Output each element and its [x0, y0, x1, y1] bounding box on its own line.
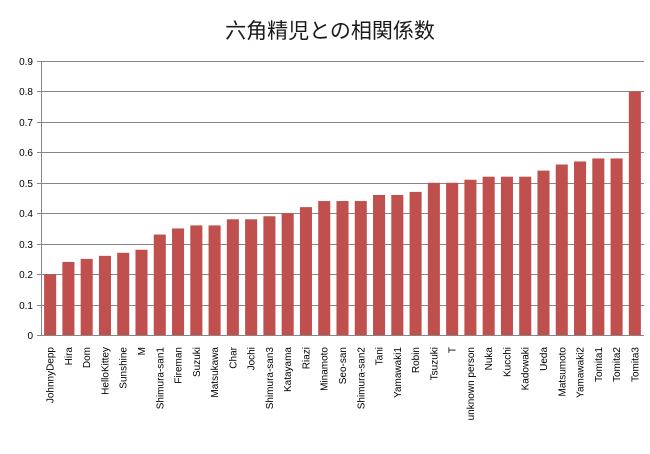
x-category-label: Char [228, 346, 239, 368]
bar [245, 219, 258, 335]
x-category-label: Katayama [283, 347, 294, 392]
bars [44, 91, 641, 335]
bar [574, 161, 587, 335]
x-category-label: Dom [82, 347, 93, 368]
bar [628, 91, 641, 335]
x-category-label: unknown person [466, 347, 477, 420]
x-category-label: Tomita3 [630, 347, 641, 382]
bar [135, 249, 148, 335]
x-category-label: Yamawaki2 [576, 347, 587, 398]
x-category-label: Yamawaki1 [393, 347, 404, 398]
bar [336, 201, 349, 335]
chart-title: 六角精児との相関係数 [225, 19, 435, 43]
x-category-label: Kadowaki [521, 347, 532, 390]
y-tick-label: 0.5 [19, 179, 33, 190]
bar [208, 225, 221, 335]
x-category-label: Jochi [247, 347, 258, 370]
bar [500, 176, 513, 335]
bar [117, 252, 130, 335]
bar [281, 213, 294, 335]
bar [318, 201, 331, 335]
axes [37, 61, 644, 336]
x-category-label: Kucchi [502, 347, 513, 377]
x-category-label: Riazi [301, 347, 312, 369]
bar [592, 158, 605, 335]
x-category-label: Tomita2 [612, 347, 623, 382]
y-tick-label: 0 [27, 331, 33, 342]
x-category-label: Ueda [539, 347, 550, 371]
bar [610, 158, 623, 335]
x-category-label: Shimura-san1 [155, 347, 166, 410]
y-tick-label: 0.7 [19, 118, 33, 129]
bar [482, 176, 495, 335]
x-category-label: Tomita1 [594, 347, 605, 382]
bar [537, 170, 550, 335]
bar [446, 182, 459, 335]
x-category-label: Hira [64, 347, 75, 366]
bar [62, 261, 75, 335]
bar [80, 258, 93, 335]
x-category-label: Matsumoto [557, 347, 568, 397]
y-tick-labels: 0 0.1 0.2 0.3 0.4 0.5 0.6 0.7 0.8 0.9 [19, 57, 33, 342]
y-tick-label: 0.3 [19, 240, 33, 251]
x-category-label: Seo-san [338, 347, 349, 384]
bar [464, 179, 477, 335]
x-category-label: Minamoto [320, 347, 331, 391]
y-tick-label: 0.1 [19, 301, 33, 312]
bar [153, 234, 166, 335]
bar [299, 207, 312, 335]
bar [263, 216, 276, 335]
x-category-label: Matsukawa [210, 347, 221, 398]
bar [555, 164, 568, 335]
bar [172, 228, 185, 335]
x-category-label: Fireman [174, 347, 185, 384]
x-category-labels: JohnnyDepp Hira Dom HelloKittey Sunshine M Shi… [46, 346, 642, 420]
bar [519, 176, 532, 335]
y-tick-label: 0.8 [19, 87, 33, 98]
y-tick-label: 0.4 [19, 209, 33, 220]
x-category-label: Tani [375, 347, 386, 365]
x-category-label: Suzuki [192, 347, 203, 377]
x-category-label: Shimura-san3 [265, 347, 276, 410]
x-category-label: Shimura-san2 [356, 347, 367, 410]
bar [44, 274, 57, 335]
bar [373, 194, 386, 335]
x-category-label: T [448, 347, 459, 353]
x-category-label: Sunshine [119, 347, 130, 389]
bar [98, 255, 111, 335]
x-category-label: M [137, 347, 148, 355]
y-tick-label: 0.6 [19, 148, 33, 159]
bar [427, 182, 440, 335]
x-category-label: Nuka [484, 347, 495, 371]
bar [190, 225, 203, 335]
x-category-label: Robin [411, 347, 422, 373]
x-category-label: JohnnyDepp [46, 347, 57, 404]
bar [409, 191, 422, 335]
bar [391, 194, 404, 335]
y-tick-label: 0.2 [19, 270, 33, 281]
bar [226, 219, 239, 335]
x-category-label: HelloKittey [100, 347, 111, 395]
x-category-label: Tsuzuki [429, 347, 440, 380]
bar [354, 201, 367, 335]
y-tick-label: 0.9 [19, 57, 33, 68]
